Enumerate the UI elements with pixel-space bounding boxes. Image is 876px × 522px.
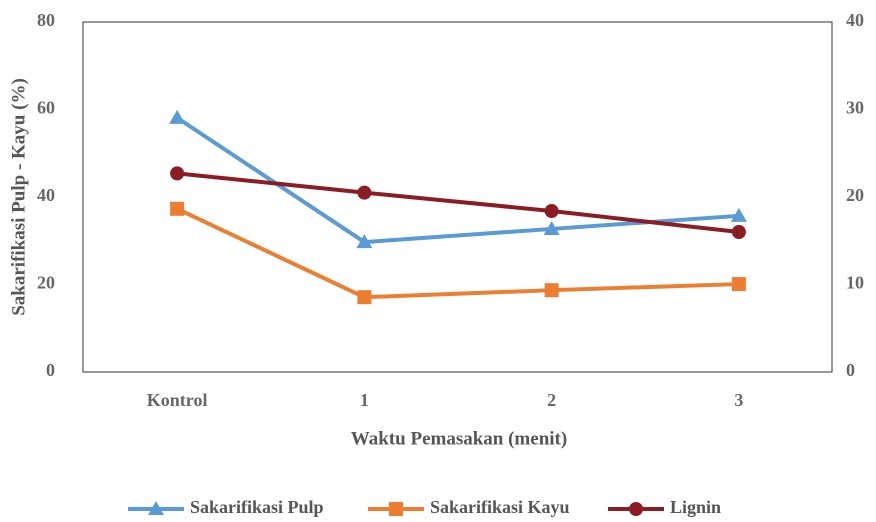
y2-tick-label: 10 xyxy=(846,273,864,293)
data-point xyxy=(170,166,185,181)
x-tick-label: 2 xyxy=(547,390,556,410)
legend-marker xyxy=(148,501,164,515)
plot-area xyxy=(82,21,833,373)
y2-tick-label: 0 xyxy=(846,360,855,380)
legend-label: Lignin xyxy=(670,497,721,517)
data-point xyxy=(730,207,747,222)
y-tick-label: 60 xyxy=(37,98,55,118)
y-tick-label: 40 xyxy=(37,185,55,205)
legend-marker xyxy=(389,502,403,516)
x-tick-label: 1 xyxy=(360,390,369,410)
legend-label: Sakarifikasi Pulp xyxy=(190,497,324,517)
legend-marker xyxy=(629,502,643,516)
data-point xyxy=(356,234,373,249)
series-line xyxy=(176,207,739,300)
data-point xyxy=(170,201,185,216)
y2-tick-label: 30 xyxy=(846,98,864,118)
y2-tick-label: 20 xyxy=(846,185,864,205)
legend-label: Sakarifikasi Kayu xyxy=(430,497,570,517)
data-point xyxy=(357,290,372,305)
data-point xyxy=(169,109,186,124)
data-point xyxy=(544,283,559,298)
y-tick-label: 0 xyxy=(46,360,55,380)
data-point xyxy=(543,220,560,235)
data-point xyxy=(731,225,746,239)
y-tick-label: 80 xyxy=(37,10,55,30)
y2-tick-label: 40 xyxy=(846,10,864,30)
x-tick-label: 3 xyxy=(734,390,743,410)
x-tick-label: Kontrol xyxy=(147,390,208,410)
data-point xyxy=(544,204,559,218)
y-tick-label: 20 xyxy=(37,273,55,293)
y-axis-label: Sakarifikasi Pulp - Kayu (%) xyxy=(8,78,29,316)
data-point xyxy=(357,185,372,200)
data-point xyxy=(731,277,746,292)
series-line xyxy=(176,171,740,234)
x-axis-label: Waktu Pemasakan (menit) xyxy=(351,428,567,449)
